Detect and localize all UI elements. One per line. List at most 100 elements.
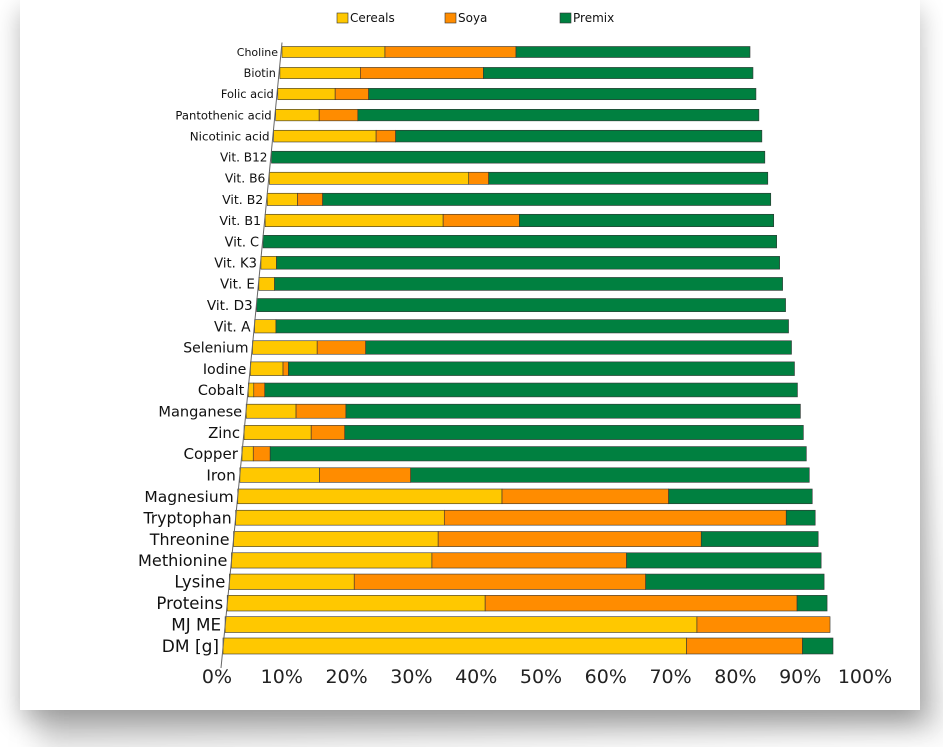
bar-premix-12 — [256, 298, 786, 312]
category-label: Vit. B2 — [222, 192, 263, 207]
bar-premix-22 — [785, 509, 816, 526]
category-label: Tryptophan — [142, 508, 231, 527]
bar-cereals-18 — [243, 425, 312, 440]
bar-premix-4 — [395, 129, 763, 143]
category-label: Zinc — [208, 424, 240, 442]
bar-cereals-19 — [241, 446, 254, 462]
category-label: Iodine — [203, 362, 247, 378]
category-label: Vit. D3 — [207, 298, 253, 314]
category-label: Vit. B1 — [219, 213, 261, 228]
category-label: Magnesium — [144, 488, 233, 506]
bar-cereals-25 — [229, 573, 355, 590]
bar-premix-17 — [345, 403, 801, 419]
bar-soya-23 — [437, 531, 702, 547]
category-label: Copper — [184, 445, 239, 463]
bar-cereals-26 — [226, 595, 486, 612]
bar-cereals-11 — [258, 277, 275, 291]
bar-soya-15 — [282, 361, 289, 376]
bar-cereals-0 — [281, 46, 386, 58]
category-label: Biotin — [244, 67, 276, 80]
bar-cereals-1 — [279, 67, 361, 79]
bar-soya-24 — [431, 552, 627, 569]
x-tick-label: 80% — [714, 666, 756, 688]
bar-soya-20 — [319, 467, 411, 483]
x-tick-label: 100% — [838, 666, 892, 688]
category-label: Selenium — [183, 341, 248, 357]
x-axis: 0% 10% 20% 30% 40% 50% 60% 70% 80% 90% 100% — [202, 42, 892, 688]
bar-cereals-2 — [277, 88, 336, 101]
bar-premix-8 — [519, 213, 775, 228]
bar-soya-18 — [310, 425, 346, 440]
category-label: Vit. B12 — [220, 151, 267, 165]
legend-label-soya: Soya — [458, 11, 487, 25]
legend: Cereals Soya Premix — [336, 11, 614, 25]
bar-soya-26 — [484, 595, 798, 612]
x-tick-label: 0% — [202, 666, 232, 688]
bar-cereals-23 — [233, 531, 439, 547]
bar-soya-2 — [334, 88, 369, 101]
bar-cereals-13 — [254, 319, 277, 334]
category-label: Lysine — [174, 573, 225, 592]
bar-soya-3 — [318, 109, 359, 122]
stacked-bar-chart: Cereals Soya Premix Choline Biotin Folic aci… — [138, 11, 892, 688]
bar-cereals-4 — [273, 129, 377, 143]
bar-cereals-6 — [269, 171, 470, 185]
category-label: Manganese — [158, 403, 242, 420]
x-tick-label: 30% — [390, 666, 432, 688]
bar-soya-14 — [316, 340, 366, 355]
bar-soya-1 — [360, 67, 484, 79]
category-label: Iron — [206, 467, 236, 485]
y-axis-line — [220, 42, 283, 669]
x-tick-label: 90% — [779, 666, 821, 688]
bar-premix-18 — [344, 425, 804, 440]
bar-premix-9 — [262, 235, 777, 249]
bar-soya-6 — [468, 171, 489, 185]
bar-soya-8 — [442, 213, 520, 228]
bar-cereals-24 — [231, 552, 433, 569]
bar-premix-16 — [264, 382, 798, 398]
bar-cereals-14 — [252, 340, 318, 355]
chart-card: Cereals Soya Premix Choline Biotin Folic aci… — [20, 0, 920, 710]
bar-soya-4 — [375, 129, 396, 143]
category-labels: Choline Biotin Folic acid Pantothenic acid N… — [138, 46, 278, 657]
bar-premix-0 — [515, 46, 751, 58]
bar-soya-25 — [353, 573, 646, 590]
x-tick-label: 20% — [325, 666, 367, 688]
bar-cereals-17 — [245, 403, 297, 419]
bar-cereals-16 — [247, 382, 255, 398]
bar-soya-7 — [297, 192, 323, 206]
x-tick-label: 60% — [585, 666, 627, 688]
bar-premix-6 — [488, 171, 769, 185]
category-label: Folic acid — [221, 87, 274, 101]
bar-premix-28 — [802, 637, 834, 655]
bar-cereals-28 — [222, 637, 687, 655]
legend-swatch-premix — [559, 12, 572, 24]
x-tick-label: 70% — [649, 666, 691, 688]
bar-cereals-3 — [275, 109, 320, 122]
category-label: Threonine — [149, 530, 230, 549]
bar-premix-13 — [275, 319, 789, 334]
legend-label-premix: Premix — [573, 11, 614, 25]
x-tick-label: 10% — [261, 666, 303, 688]
bar-cereals-15 — [250, 361, 284, 376]
category-label: Vit. E — [220, 278, 255, 293]
bar-cereals-7 — [266, 192, 298, 206]
category-label: Vit. C — [225, 235, 259, 250]
legend-swatch-soya — [444, 12, 457, 24]
bar-cereals-8 — [264, 213, 444, 228]
bar-premix-24 — [626, 552, 822, 569]
category-label: Vit. K3 — [214, 256, 257, 271]
bar-premix-15 — [288, 361, 795, 376]
bar-premix-14 — [365, 340, 792, 355]
bar-soya-27 — [696, 616, 831, 633]
bar-soya-0 — [384, 46, 517, 58]
bar-cereals-20 — [239, 467, 320, 483]
category-label: Nicotinic acid — [190, 129, 270, 143]
category-label: Methionine — [138, 551, 227, 570]
bar-premix-21 — [668, 488, 813, 505]
x-tick-label: 50% — [520, 666, 562, 688]
bar-soya-16 — [253, 382, 266, 398]
bar-cereals-27 — [224, 616, 698, 633]
bar-premix-19 — [269, 446, 807, 462]
bar-soya-22 — [443, 509, 787, 526]
